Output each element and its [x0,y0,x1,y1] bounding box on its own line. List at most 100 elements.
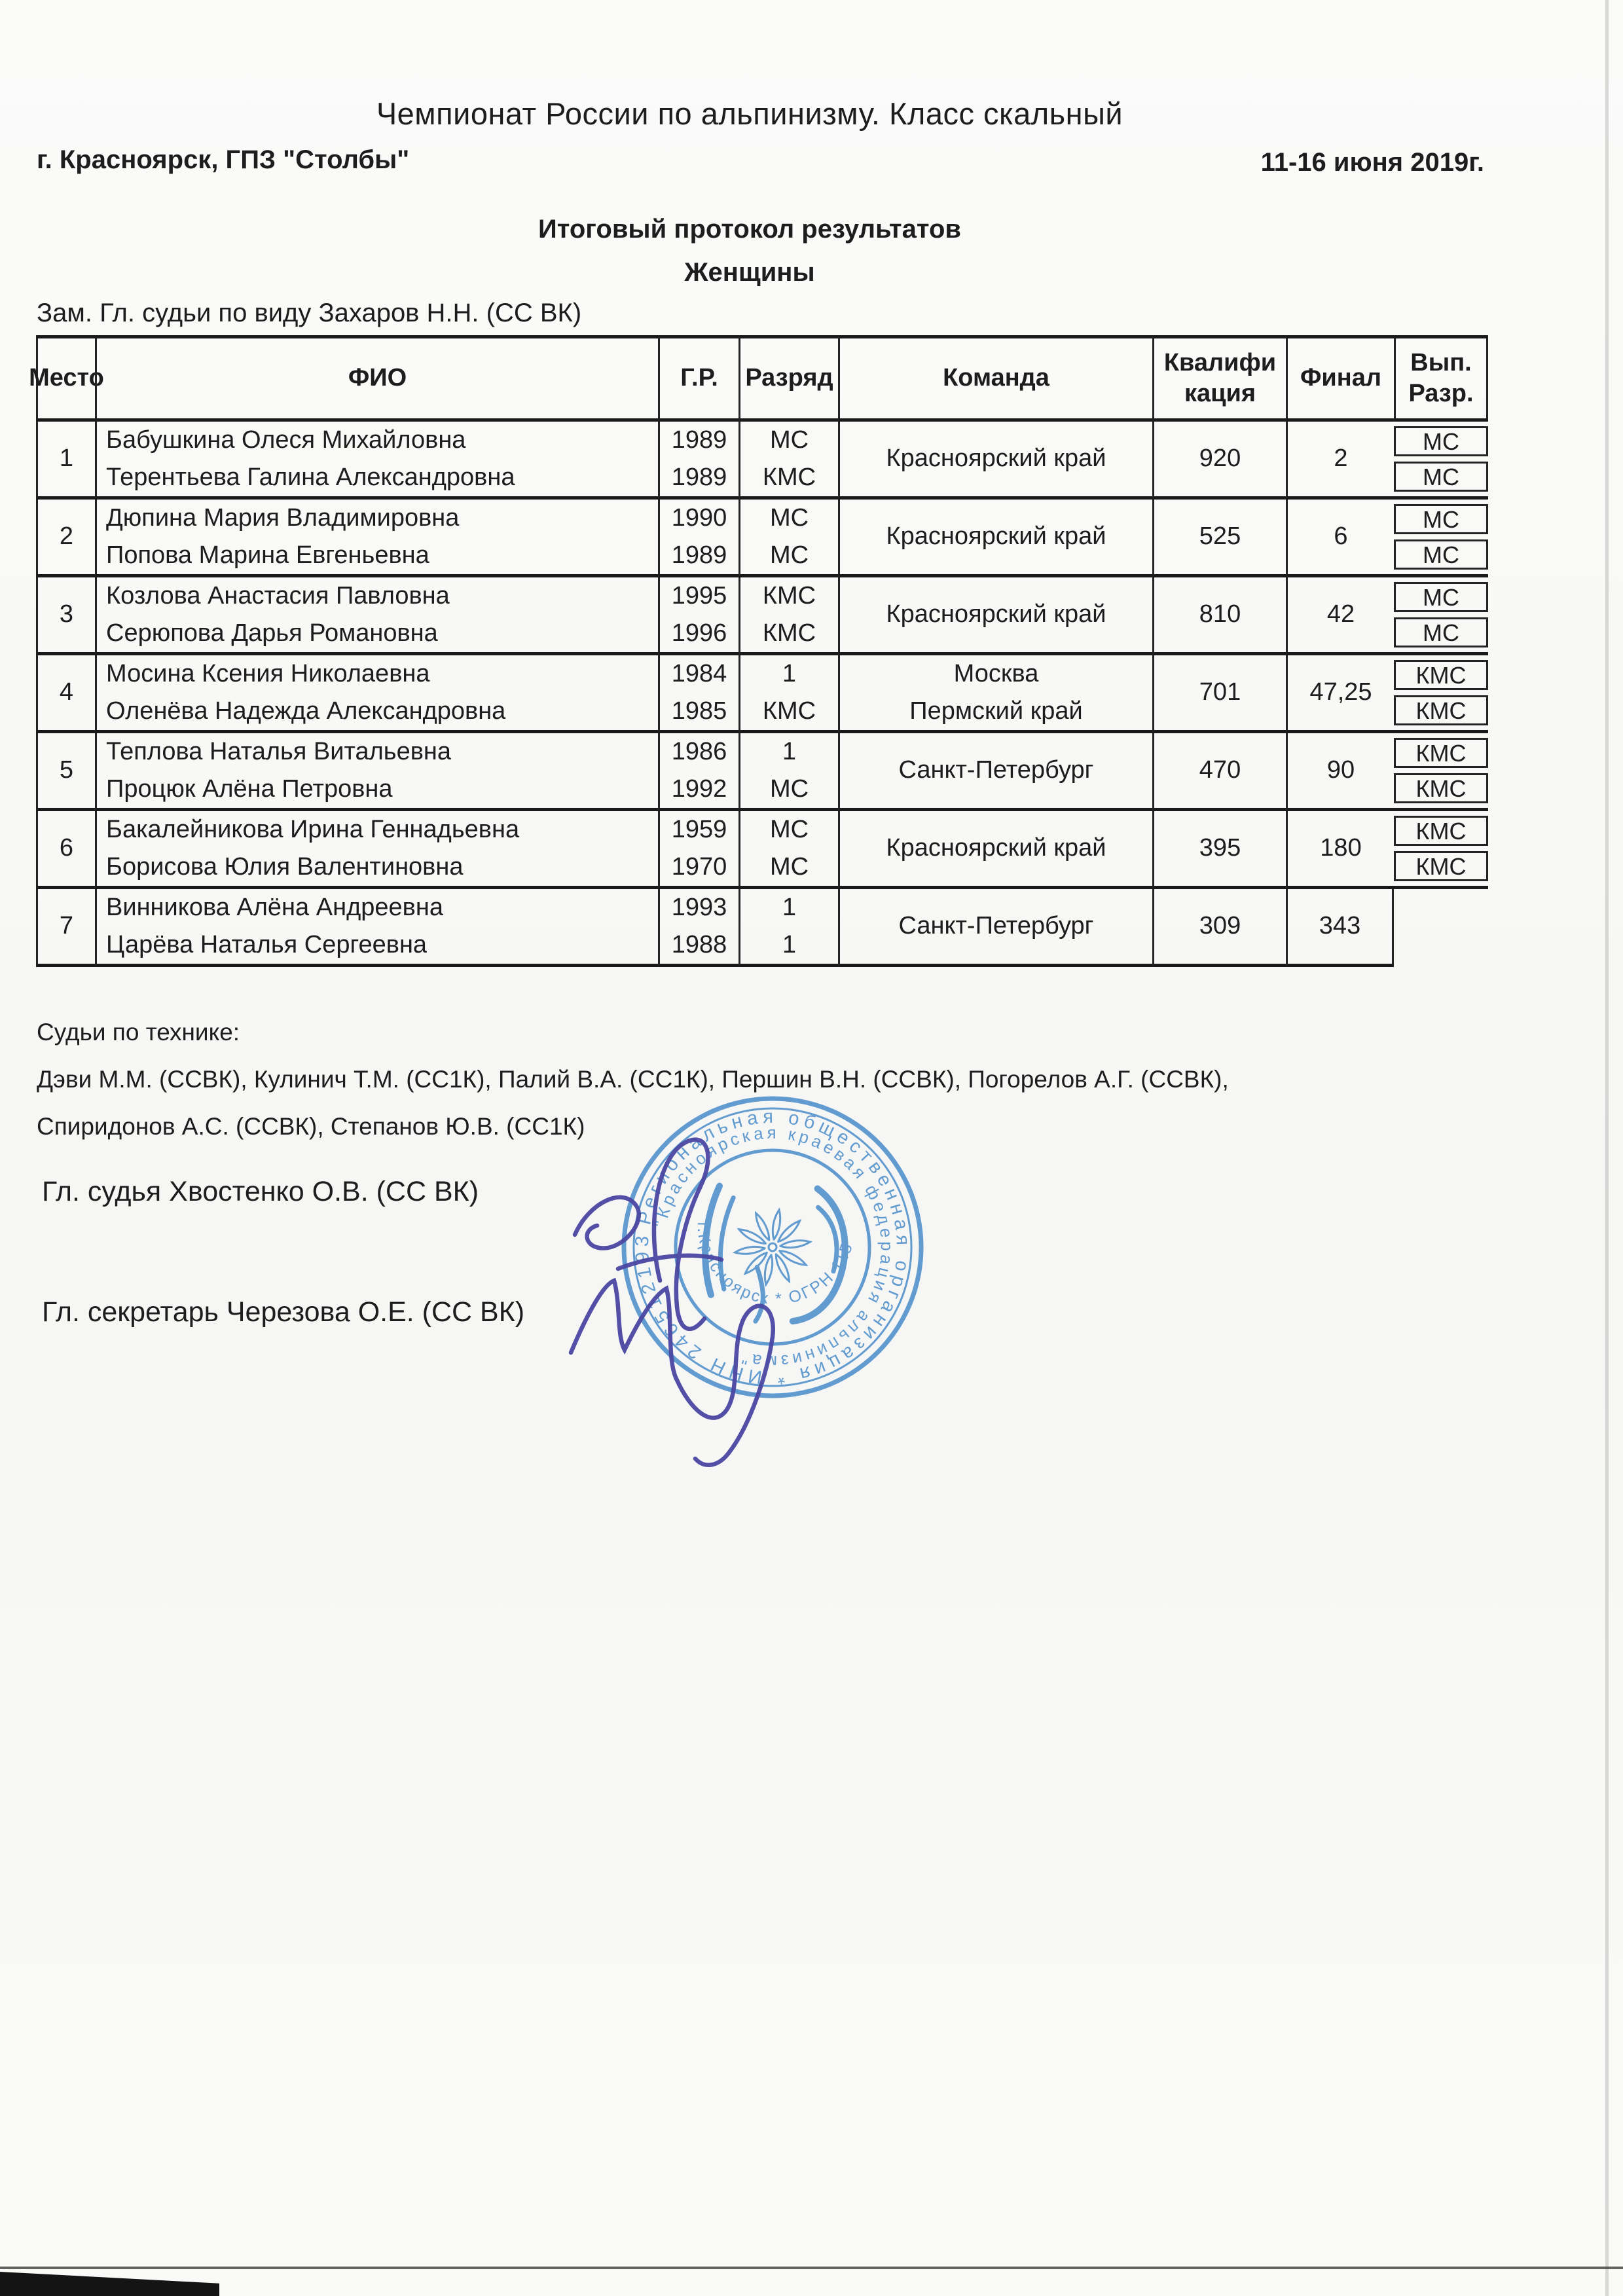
grade-cell: МС МС [739,811,838,889]
athlete-name: Серюпова Дарья Романовна [106,619,438,647]
athlete-name: Мосина Ксения Николаевна [106,659,430,687]
qualification-cell: 920 [1152,422,1286,500]
grade-value: 1 [782,659,797,687]
header-final-label: Финал [1300,364,1382,392]
birth-year: 1988 [671,930,727,958]
qualification-value: 309 [1199,912,1241,940]
new-grade-cell: МС МС [1394,577,1488,655]
grade-cell: КМС КМС [739,577,838,655]
grade-value: КМС [762,581,816,610]
chief-secretary-signature [568,1277,775,1467]
athlete-name: Винникова Алёна Андреевна [106,893,443,921]
birth-year: 1989 [671,541,727,569]
place-cell: 6 [36,811,95,889]
final-cell: 90 [1286,733,1394,811]
athlete-name: Дюпина Мария Владимировна [106,503,460,532]
new-grade-box: КМС [1394,851,1488,881]
team-name: Красноярский край [886,834,1106,862]
qualification-cell: 309 [1152,889,1286,967]
final-value: 343 [1319,912,1361,940]
new-grade-box: КМС [1394,660,1488,690]
new-grade-box: МС [1394,426,1488,456]
team-cell: Красноярский край [838,422,1152,500]
final-cell: 2 [1286,422,1394,500]
name-cell: Теплова Наталья Витальевна Процюк Алёна П… [95,733,658,811]
protocol-subtitle: Итоговый протокол результатов [538,215,961,244]
header-name-label: ФИО [348,364,407,392]
new-grade-box: КМС [1394,773,1488,803]
place-value: 5 [59,756,74,784]
birth-cell: 1959 1970 [658,811,739,889]
name-cell: Мосина Ксения Николаевна Оленёва Надежда … [95,655,658,733]
edelweiss-emblem [702,1182,848,1325]
scan-bottom-line [0,2267,1623,2269]
new-grade-cell: МС МС [1394,422,1488,500]
grade-cell: 1 КМС [739,655,838,733]
team-cell: Санкт-Петербург [838,889,1152,967]
birth-year: 1986 [671,737,727,765]
new-grade-box: МС [1394,539,1488,570]
grade-value: МС [769,426,809,454]
grade-cell: 1 МС [739,733,838,811]
header-grade-label: Разряд [745,364,833,392]
chief-judge-signature [572,1137,724,1332]
header-new-grade-label: Вып. [1410,348,1472,376]
results-table: Место ФИО Г.Р. Разряд Команда Квалифи кация Фин… [29,335,1488,967]
grade-value: МС [769,541,809,569]
final-value: 90 [1326,756,1355,784]
grade-cell: МС МС [739,500,838,577]
team-name: Красноярский край [886,522,1106,551]
birth-year: 1970 [671,852,727,881]
qualification-value: 525 [1199,522,1241,551]
place-cell: 1 [36,422,95,500]
chief-secretary-line: Гл. секретарь Черезова О.Е. (СС ВК) [42,1296,525,1328]
deputy-judge-line: Зам. Гл. судьи по виду Захаров Н.Н. (СС … [37,299,582,327]
new-grade-box: МС [1394,617,1488,647]
header-qualification-label: кация [1184,380,1256,407]
grade-value: МС [769,815,809,843]
birth-year: 1990 [671,503,727,532]
grade-value: КМС [762,619,816,647]
team-cell: Красноярский край [838,577,1152,655]
place-value: 4 [59,678,74,706]
final-value: 6 [1334,522,1348,551]
athlete-name: Попова Марина Евгеньевна [106,541,429,569]
category-title: Женщины [684,258,815,287]
team-name: Пермский край [909,697,1083,725]
birth-cell: 1995 1996 [658,577,739,655]
name-cell: Бабушкина Олеся Михайловна Терентьева Гал… [95,422,658,500]
new-grade-box: МС [1394,462,1488,492]
team-name: Москва [953,659,1039,687]
final-cell: 47,25 [1286,655,1394,733]
new-grade-cell: КМС КМС [1394,811,1488,889]
grade-value: 1 [782,737,797,765]
athlete-name: Терентьева Галина Александровна [106,463,515,491]
team-name: Санкт-Петербург [898,756,1094,784]
final-value: 42 [1326,600,1355,629]
athlete-name: Козлова Анастасия Павловна [106,581,450,610]
new-grade-cell: КМС КМС [1394,655,1488,733]
header-birth-label: Г.Р. [680,364,718,392]
qualification-value: 810 [1199,600,1241,629]
header-team: Команда [838,335,1152,422]
qualification-cell: 470 [1152,733,1286,811]
header-team-label: Команда [943,364,1049,392]
athlete-name: Теплова Наталья Витальевна [106,737,452,765]
birth-year: 1992 [671,774,727,803]
final-cell: 42 [1286,577,1394,655]
qualification-value: 470 [1199,756,1241,784]
place-value: 2 [59,522,74,551]
team-cell: Красноярский край [838,811,1152,889]
birth-cell: 1993 1988 [658,889,739,967]
grade-value: МС [769,852,809,881]
new-grade-cell: МС МС [1394,500,1488,577]
place-value: 6 [59,834,74,862]
place-cell: 3 [36,577,95,655]
birth-year: 1985 [671,697,727,725]
qualification-cell: 810 [1152,577,1286,655]
header-place: Место [29,335,104,422]
athlete-name: Царёва Наталья Сергеевна [106,930,428,958]
team-cell: Санкт-Петербург [838,733,1152,811]
